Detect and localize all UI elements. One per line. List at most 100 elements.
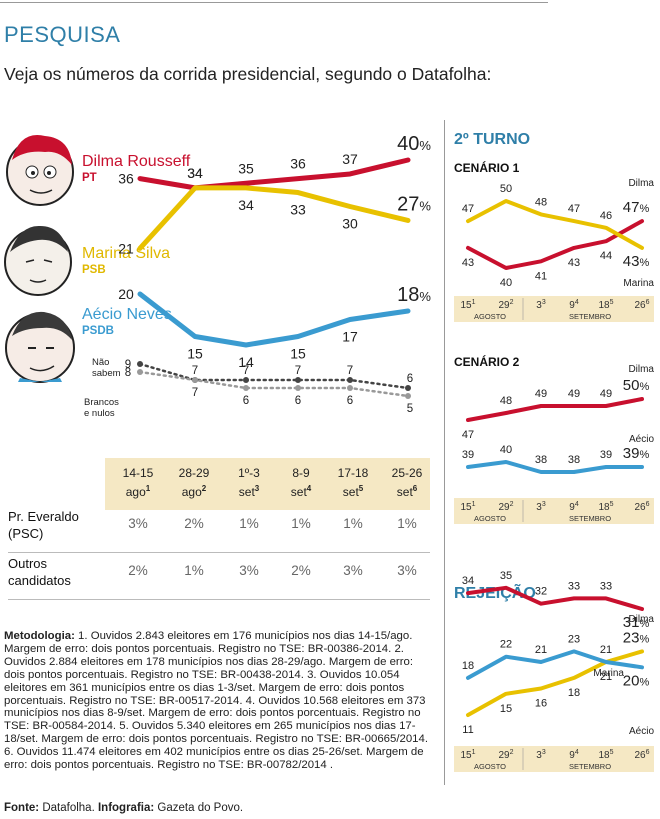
marina-name: Marina Silva [82,245,170,262]
rejection-aecio-end-name: Aécio [629,726,654,737]
table-cell: 2% [291,563,311,578]
data-label-2-5: 18% [397,284,431,306]
series-point-3-5 [405,385,411,391]
data-label-2-0: 20 [118,286,134,302]
axis-tick-3-2: 33 [536,749,546,761]
dilma-portrait [6,135,74,206]
right-panel: 2º TURNO CENÁRIO 1 CENÁRIO 2 REJEIÇÃO 43… [454,131,654,772]
series-point-4-4 [347,385,353,391]
table-row-label: Outros candidatos [8,556,71,588]
series-point-4-0 [137,369,143,375]
rejection-aecio-label-3: 23 [568,633,580,645]
data-label-3-3: 7 [295,365,301,377]
scenario1-marina-label-0: 47 [462,203,474,215]
data-label-4-3: 6 [295,395,301,407]
data-label-2-2: 14 [238,354,254,370]
scenario1-dilma-line [466,219,644,270]
rejection-marina-line [466,649,644,717]
scenario1-dilma-label-0: 43 [462,257,474,269]
scenario2-dilma-label-3: 49 [568,388,580,400]
table-row-label: Pr. Everaldo (PSC) [8,509,79,541]
data-label-0-5: 40% [397,133,431,155]
scenario1-marina-label-5: 43% [623,253,650,270]
data-label-2-1: 15 [187,346,203,362]
rejection-dilma-label-5: 31% [623,614,650,631]
axis-month-aug-3: AGOSTO [474,762,506,771]
subtitle: Veja os números da corrida presidencial,… [4,64,492,84]
data-label-1-5: 27% [397,193,431,215]
scenario2-aecio-line [466,460,644,474]
source-label: Fonte: [4,802,40,814]
source-credit: Fonte: Datafolha. Infografia: Gazeta do … [4,802,243,814]
scenario1-dilma-end-name: Dilma [628,178,654,189]
series-point-4-1 [192,377,198,383]
data-label-2-3: 15 [290,346,306,362]
table-cell: 3% [128,516,148,531]
rejection-aecio-label-1: 22 [500,639,512,651]
table-row-divider [8,599,430,600]
scenario2-dilma-label-0: 47 [462,429,474,441]
rejection-dilma-line [466,585,644,611]
data-label-4-0: 8 [125,367,131,379]
rejection-marina-label-4: 21 [600,671,612,683]
rejection-dilma-label-1: 35 [500,570,512,582]
data-label-0-1: 34 [187,165,203,181]
series-point-4-2 [243,385,249,391]
kicker: PESQUISA [4,22,121,47]
scenario2-dilma-label-4: 49 [600,388,612,400]
top-rule [0,2,548,3]
scenario2-aecio-label-1: 40 [500,444,512,456]
table-row-divider [8,552,430,553]
rejection-dilma-label-4: 33 [600,580,612,592]
rejection-aecio-label-5: 20% [623,672,650,689]
rejection-title: REJEIÇÃO [454,582,536,602]
methodology-label: Metodologia: [4,630,75,642]
table-column-header: 25-26 set6 [391,466,423,499]
series-point-3-3 [295,377,301,383]
data-label-1-3: 33 [290,202,306,218]
table-cell: 3% [397,563,417,578]
rejection-marina-label-1: 15 [500,703,512,715]
rejection-aecio-label-4: 21 [600,644,612,656]
table-cell: 2% [184,516,204,531]
scenario2-title: CENÁRIO 2 [454,354,520,369]
scenario1-marina-line [466,199,644,250]
data-label-3-0: 9 [125,359,131,371]
scenario2-dilma-label-5: 50% [623,377,650,394]
scenario2-dilma-label-1: 48 [500,395,512,407]
data-label-0-0: 36 [118,171,134,187]
series-line-0 [137,157,411,191]
table-cell: 1% [397,516,417,531]
series-line-3 [138,362,410,390]
nao-sabem-label: Não sabem [92,357,121,379]
table-column-header: 17-18 set5 [337,466,369,499]
scenario1-dilma-label-2: 41 [535,270,547,282]
data-label-4-1: 7 [192,387,198,399]
scenario1-dilma-label-3: 43 [568,257,580,269]
dilma-name: Dilma Rousseff [82,153,191,170]
scenario2-dilma-label-2: 49 [535,388,547,400]
rejection-aecio-label-0: 18 [462,660,474,672]
scenario2-aecio-label-3: 38 [568,454,580,466]
rejection-dilma-label-0: 34 [462,575,474,587]
series-point-4-5 [405,393,411,399]
scenario2-aecio-label-5: 39% [623,445,650,462]
series-line-2 [137,291,411,348]
aecio-party: PSDB [82,325,114,337]
infographic-label: Infografia: [97,802,155,814]
axis-band-2 [454,498,654,524]
scenario1-dilma-label-1: 40 [500,277,512,289]
series-point-3-0 [137,361,143,367]
rejection-aecio-label-2: 21 [535,644,547,656]
table-column-header: 1º-3 set3 [238,466,260,499]
infographic-name: Gazeta do Povo. [157,802,244,814]
series-line-1 [137,185,411,251]
scenario2-aecio-label-4: 39 [600,449,612,461]
methodology-text: 1. Ouvidos 2.843 eleitores em 176 municí… [4,630,429,772]
dilma-party: PT [82,172,97,184]
axis-band-1 [454,296,654,322]
data-label-3-2: 7 [243,365,249,377]
scenario1-marina-label-1: 50 [500,183,512,195]
second-round-title: 2º TURNO [454,131,530,148]
